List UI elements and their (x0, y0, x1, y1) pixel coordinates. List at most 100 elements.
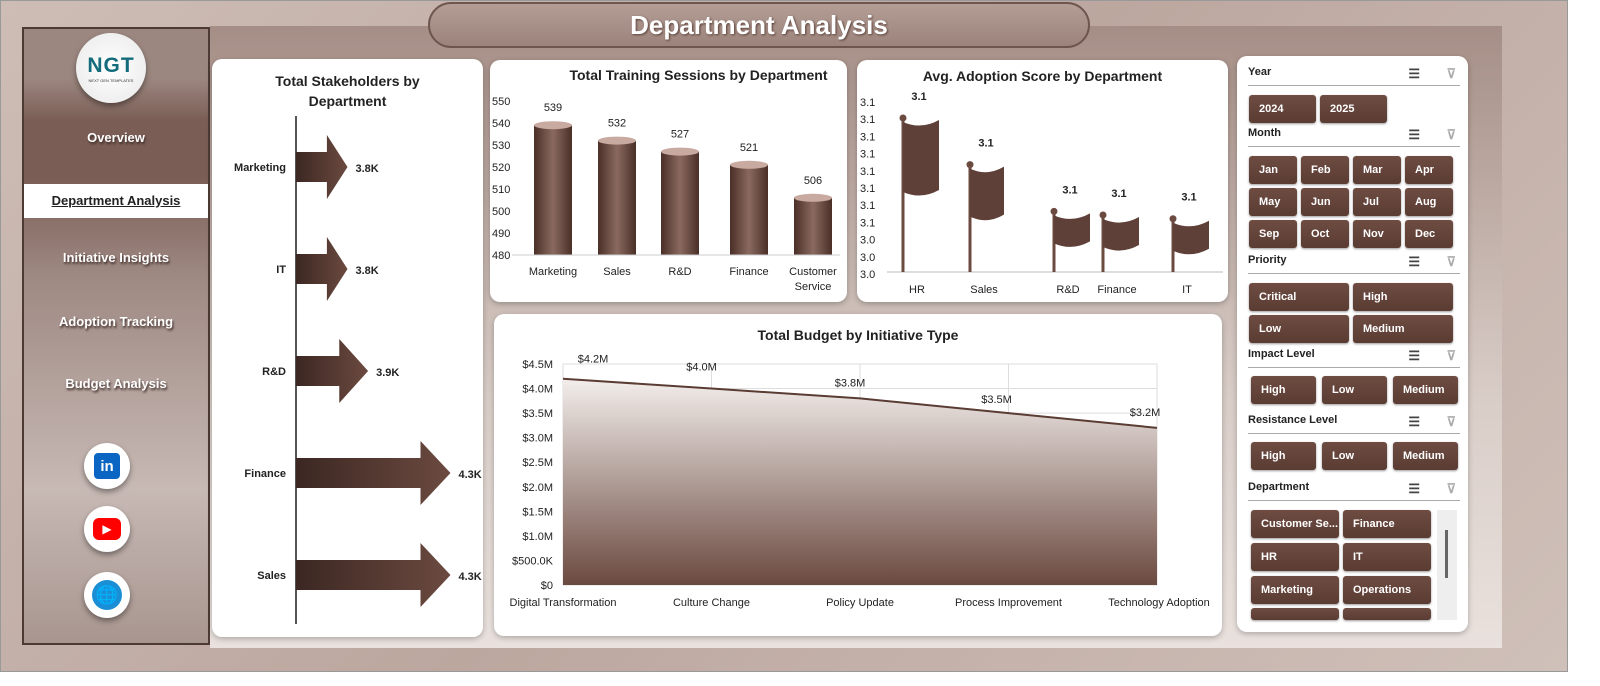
slicer-item[interactable]: High (1251, 442, 1316, 470)
column-bar (534, 125, 572, 255)
slicer-item[interactable]: Medium (1393, 376, 1458, 404)
slicer-item[interactable]: Low (1249, 315, 1349, 343)
nav-initiative-insights[interactable]: Initiative Insights (62, 250, 170, 265)
slicer-item[interactable]: Jan (1249, 156, 1297, 184)
x-tick-label: Digital Transformation (510, 597, 617, 609)
slicer-item[interactable]: May (1249, 188, 1297, 216)
flag-bar (1103, 217, 1139, 251)
multi-select-icon[interactable]: ☰ (1408, 66, 1420, 81)
flag-bar (970, 166, 1004, 221)
clear-filter-icon[interactable]: ⊽ (1446, 481, 1456, 496)
scrollbar-thumb[interactable] (1445, 530, 1448, 578)
slicer-item[interactable]: Low (1322, 376, 1387, 404)
slicer-item[interactable]: Medium (1393, 442, 1458, 470)
nav-department-analysis[interactable]: Department Analysis (24, 184, 208, 218)
multi-select-icon[interactable]: ☰ (1408, 414, 1420, 429)
clear-filter-icon[interactable]: ⊽ (1446, 254, 1456, 269)
data-label: 3.1 (911, 91, 926, 103)
y-tick-label: 490 (492, 228, 510, 240)
bar-arrow (296, 441, 451, 505)
linkedin-button[interactable]: in (84, 443, 130, 489)
multi-select-icon[interactable]: ☰ (1408, 254, 1420, 269)
area-fill (563, 378, 1157, 585)
column-bar (730, 164, 768, 255)
bar-arrow (296, 543, 451, 607)
y-tick-label: 3.1 (860, 149, 875, 161)
slicer-item[interactable]: Low (1322, 442, 1387, 470)
y-tick-label: $2.0M (522, 482, 553, 494)
slicer-item[interactable]: IT (1343, 543, 1431, 571)
y-tick-label: $0 (541, 580, 553, 592)
y-tick-label: 3.1 (860, 97, 875, 109)
slicer-item[interactable]: Jul (1353, 188, 1401, 216)
slicer-item[interactable]: Feb (1301, 156, 1349, 184)
column-bar (661, 151, 699, 255)
slicer-item[interactable]: High (1251, 376, 1316, 404)
slicer-item[interactable]: Nov (1353, 220, 1401, 248)
multi-select-icon[interactable]: ☰ (1408, 481, 1420, 496)
slicer-item[interactable]: Sep (1249, 220, 1297, 248)
y-tick-label: 500 (492, 206, 510, 218)
area-line (562, 377, 1158, 429)
bar-arrow (296, 237, 348, 301)
y-tick-label: $2.5M (522, 457, 553, 469)
y-tick-label: 550 (492, 96, 510, 108)
nav-overview[interactable]: Overview (87, 130, 145, 145)
youtube-button[interactable]: ▶ (84, 506, 130, 552)
category-label: Sales (257, 570, 286, 582)
column-top (661, 147, 699, 156)
x-tick-label: R&D (1056, 284, 1079, 296)
slicer-item[interactable]: Operations (1343, 576, 1431, 604)
slicer-item[interactable]: Finance (1343, 510, 1431, 538)
slicer-item-partial[interactable] (1251, 608, 1339, 620)
slicer-item[interactable]: Apr (1405, 156, 1453, 184)
y-tick-label: $500.0K (512, 555, 554, 567)
nav-adoption-tracking[interactable]: Adoption Tracking (58, 314, 174, 329)
nav-budget-analysis[interactable]: Budget Analysis (65, 376, 167, 391)
slicer-item[interactable]: Marketing (1251, 576, 1339, 604)
bar-arrow (296, 339, 369, 403)
slicer-item[interactable]: Medium (1353, 315, 1453, 343)
clear-filter-icon[interactable]: ⊽ (1446, 127, 1456, 142)
slicer-item-partial[interactable] (1343, 608, 1431, 620)
slicer-item[interactable]: High (1353, 283, 1453, 311)
slicer-panel: Year ☰ ⊽ 2024 2025 Month ☰ ⊽ Jan Feb Mar Apr May Jun J… (1237, 56, 1468, 632)
slicer-item[interactable]: Aug (1405, 188, 1453, 216)
data-label: 4.3K (459, 571, 482, 583)
slicer-item[interactable]: 2024 (1249, 95, 1316, 123)
slicer-title: Impact Level (1248, 348, 1315, 360)
data-label: 3.1 (1062, 184, 1077, 196)
flag-knob (1099, 211, 1107, 219)
data-label: 532 (608, 118, 626, 130)
slicer-item[interactable]: Critical (1249, 283, 1349, 311)
slicer-item[interactable]: HR (1251, 543, 1339, 571)
multi-select-icon[interactable]: ☰ (1408, 127, 1420, 142)
flag-knob (1050, 207, 1058, 215)
clear-filter-icon[interactable]: ⊽ (1446, 66, 1456, 81)
x-tick-label: Sales (603, 266, 631, 278)
department-slicer-scrollbar[interactable] (1437, 510, 1457, 620)
category-label: Finance (244, 468, 286, 480)
slicer-item[interactable]: Oct (1301, 220, 1349, 248)
clear-filter-icon[interactable]: ⊽ (1446, 414, 1456, 429)
slicer-title: Department (1248, 481, 1310, 493)
slicer-header-priority: Priority ☰ ⊽ (1248, 254, 1460, 274)
x-tick-label: Finance (1097, 284, 1136, 296)
data-label: 521 (740, 142, 758, 154)
data-label: $3.2M (1130, 407, 1161, 419)
multi-select-icon[interactable]: ☰ (1408, 348, 1420, 363)
slicer-item[interactable]: Customer Se... (1251, 510, 1339, 538)
slicer-item[interactable]: Mar (1353, 156, 1401, 184)
data-label: 3.8K (356, 265, 379, 277)
clear-filter-icon[interactable]: ⊽ (1446, 348, 1456, 363)
chart-title: Total Budget by Initiative Type (757, 327, 959, 343)
column-top (534, 121, 572, 130)
slicer-item[interactable]: 2025 (1320, 95, 1387, 123)
y-tick-label: $3.0M (522, 433, 553, 445)
stakeholders-chart-panel: Total Stakeholders by Department Marketi… (212, 59, 483, 637)
flag-bar (1054, 213, 1090, 247)
website-button[interactable]: 🌐 (84, 572, 130, 618)
slicer-item[interactable]: Dec (1405, 220, 1453, 248)
category-label: Marketing (234, 162, 286, 174)
slicer-item[interactable]: Jun (1301, 188, 1349, 216)
